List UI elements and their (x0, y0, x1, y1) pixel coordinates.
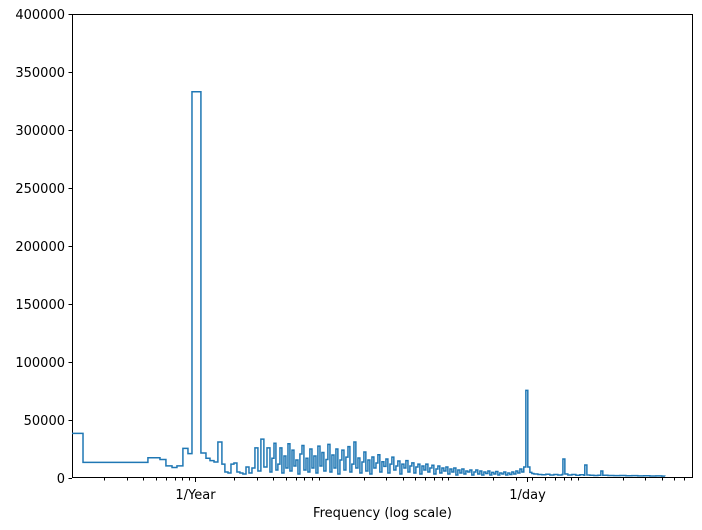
y-tick-label: 0 (57, 472, 65, 487)
y-tick-label: 200000 (15, 240, 65, 255)
x-axis-label: Frequency (log scale) (313, 506, 452, 521)
y-tick-label: 150000 (15, 298, 65, 313)
y-tick-label: 250000 (15, 182, 65, 197)
y-tick-label: 400000 (15, 8, 65, 23)
y-tick-label: 50000 (24, 414, 65, 429)
y-tick-label: 300000 (15, 124, 65, 139)
data-series-line (72, 90, 666, 477)
y-tick-label: 350000 (15, 66, 65, 81)
x-major-tick-label: 1/day (509, 488, 546, 503)
y-tick-label: 100000 (15, 356, 65, 371)
plot-border (72, 14, 693, 478)
x-major-tick-label: 1/Year (175, 488, 216, 503)
axis-ticks (68, 14, 685, 482)
axis-tick-labels: 0 50000 100000 150000 200000 250000 300000 3500… (15, 8, 546, 503)
